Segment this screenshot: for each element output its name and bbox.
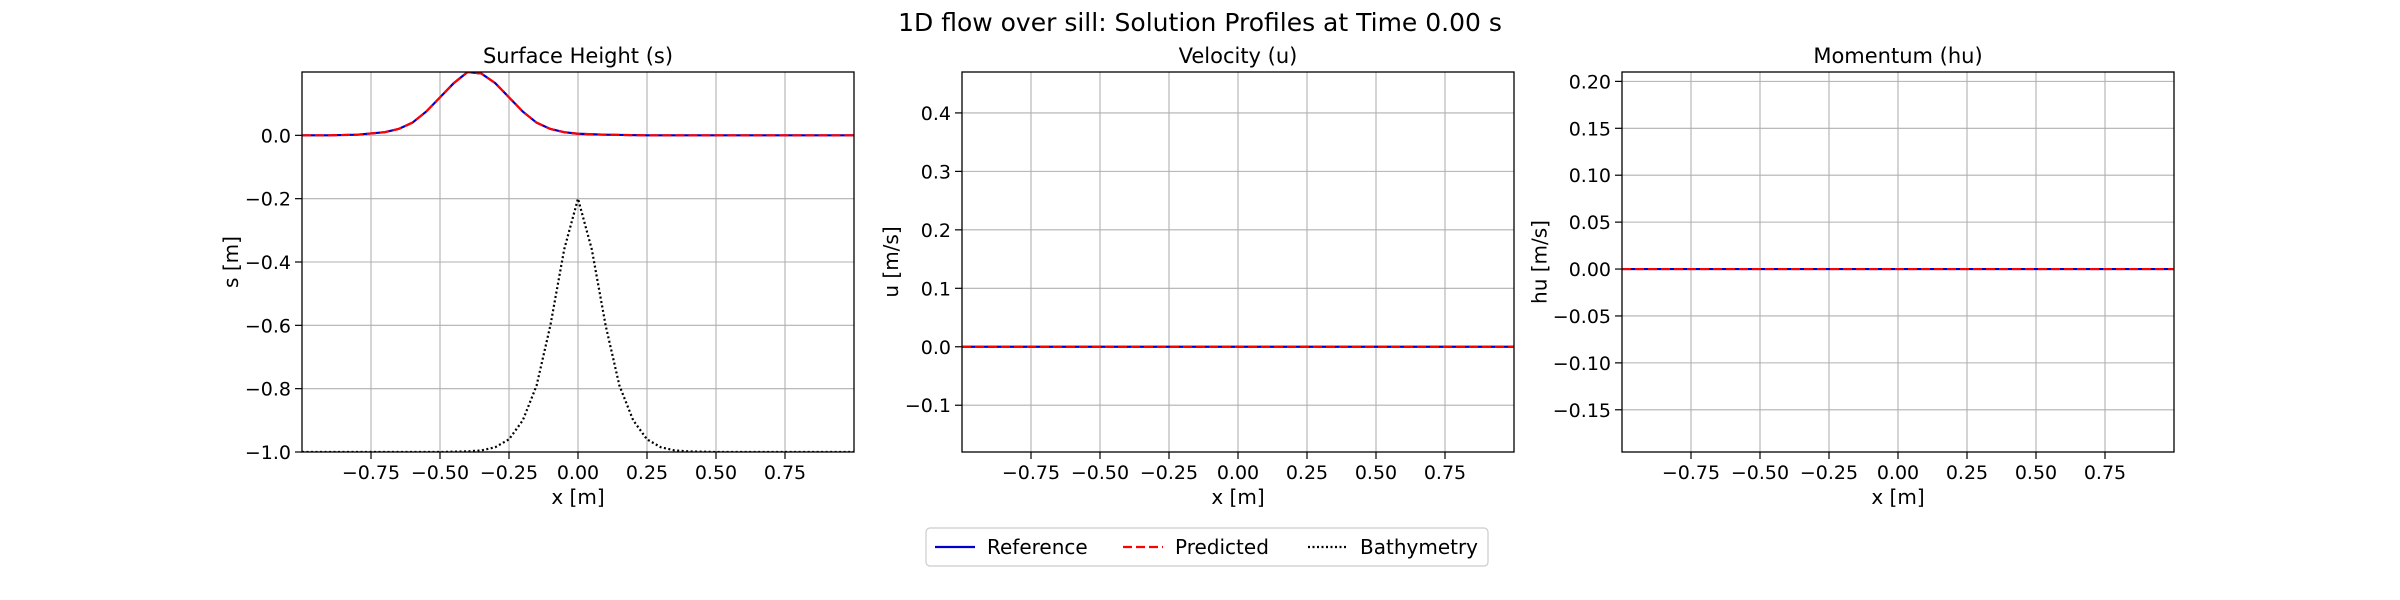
- subplot-2: −0.75 −0.50 −0.25 0.00 0.25 0.50 0.75 0.4 0.3 0.2…: [879, 44, 1515, 509]
- x-tick-label: 0.75: [2084, 462, 2126, 484]
- series-line-predicted: [302, 72, 854, 137]
- series-line-bathymetry: [302, 194, 854, 452]
- x-tick-label: 0.50: [695, 462, 737, 484]
- y-tick-label: −0.15: [1553, 400, 1611, 422]
- y-tick-label: −0.05: [1553, 306, 1611, 328]
- figure-suptitle: 1D flow over sill: Solution Profiles at …: [898, 8, 1502, 37]
- x-tick-label: −0.25: [1800, 462, 1858, 484]
- x-tick-label: −0.25: [1140, 462, 1198, 484]
- y-tick-label: 0.0: [261, 125, 291, 147]
- y-tick-label: −1.0: [245, 442, 291, 464]
- x-tick-label: −0.75: [342, 462, 400, 484]
- x-axis-label: x [m]: [551, 485, 604, 509]
- y-tick-label: 0.0: [921, 337, 951, 359]
- y-tick-label: 0.2: [921, 220, 951, 242]
- y-tick-label: 0.00: [1569, 259, 1611, 281]
- y-tick-label: 0.05: [1569, 212, 1611, 234]
- y-tick-label: 0.10: [1569, 165, 1611, 187]
- legend-label-reference: Reference: [987, 535, 1088, 559]
- x-tick-label: 0.25: [1286, 462, 1328, 484]
- x-tick-label: 0.75: [1424, 462, 1466, 484]
- x-tick-label: 0.00: [1217, 462, 1259, 484]
- x-tick-label: 0.00: [557, 462, 599, 484]
- x-axis-label: x [m]: [1211, 485, 1264, 509]
- legend-label-bathymetry: Bathymetry: [1360, 535, 1478, 559]
- y-tick-label: −0.1: [905, 395, 951, 417]
- x-tick-label: 0.25: [626, 462, 668, 484]
- x-tick-label: −0.50: [1731, 462, 1789, 484]
- x-tick-label: 0.75: [764, 462, 806, 484]
- legend: Reference Predicted Bathymetry: [925, 527, 1489, 567]
- y-tick-label: −0.10: [1553, 353, 1611, 375]
- x-tick-label: −0.50: [1071, 462, 1129, 484]
- subplot-title: Velocity (u): [1179, 44, 1298, 68]
- subplot-title: Surface Height (s): [483, 44, 673, 68]
- y-axis-label: s [m]: [219, 236, 243, 288]
- y-tick-label: −0.4: [245, 252, 291, 274]
- y-tick-label: 0.4: [921, 103, 951, 125]
- y-tick-label: 0.1: [921, 278, 951, 300]
- legend-box: [925, 527, 1489, 567]
- y-axis-label: hu [m/s]: [1528, 220, 1552, 304]
- legend-label-predicted: Predicted: [1175, 535, 1269, 559]
- y-tick-label: −0.6: [245, 315, 291, 337]
- x-tick-label: −0.75: [1662, 462, 1720, 484]
- y-tick-label: 0.15: [1569, 118, 1611, 140]
- y-tick-label: 0.3: [921, 161, 951, 183]
- subplot-title: Momentum (hu): [1813, 44, 1982, 68]
- x-tick-label: 0.50: [1355, 462, 1397, 484]
- y-axis-label: u [m/s]: [879, 226, 903, 297]
- x-axis-label: x [m]: [1871, 485, 1924, 509]
- x-tick-label: −0.50: [411, 462, 469, 484]
- x-tick-label: −0.75: [1002, 462, 1060, 484]
- subplot-1: −0.75 −0.50 −0.25 0.00 0.25 0.50 0.75 0.0 −0.2 −0…: [219, 44, 855, 509]
- x-tick-label: 0.50: [2015, 462, 2057, 484]
- x-tick-label: −0.25: [480, 462, 538, 484]
- subplot-3: −0.75 −0.50 −0.25 0.00 0.25 0.50 0.75 0.20 0.15 0…: [1528, 44, 2175, 509]
- y-tick-label: −0.8: [245, 379, 291, 401]
- y-tick-label: 0.20: [1569, 71, 1611, 93]
- x-tick-label: 0.25: [1946, 462, 1988, 484]
- x-tick-label: 0.00: [1877, 462, 1919, 484]
- subplot-panels: −0.75 −0.50 −0.25 0.00 0.25 0.50 0.75 0.0 −0.2 −0…: [219, 44, 2175, 509]
- y-tick-label: −0.2: [245, 189, 291, 211]
